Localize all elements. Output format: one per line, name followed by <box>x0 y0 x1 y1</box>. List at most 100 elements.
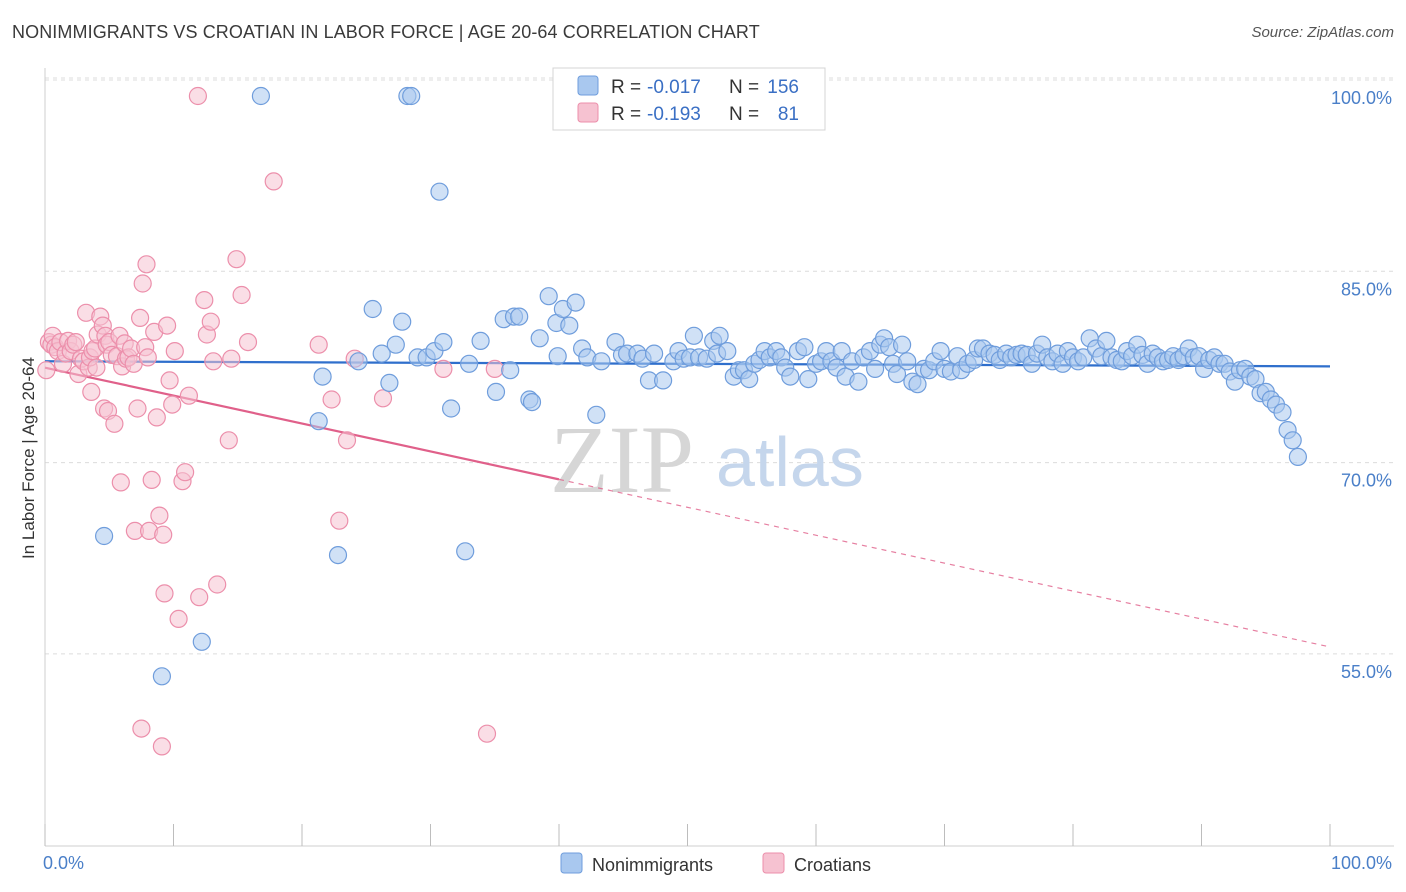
legend-n-label-2: N = <box>729 104 759 125</box>
legend-r-label-2: R = <box>611 104 641 125</box>
croatians-point <box>477 724 497 743</box>
croatians-point <box>238 333 258 352</box>
croatians-point <box>131 308 150 327</box>
nonimmigrants-point <box>363 299 382 319</box>
nonimmigrants-point <box>1273 403 1292 422</box>
nonimmigrants-point <box>501 361 520 380</box>
croatians-point <box>150 506 169 525</box>
nonimmigrants-point <box>386 335 405 354</box>
nonimmigrants-point <box>560 316 579 335</box>
nonimmigrants-point <box>849 372 868 391</box>
nonimmigrants-point <box>434 333 453 352</box>
legend-n-value-1: 156 <box>767 77 799 98</box>
croatians-point <box>222 349 241 368</box>
nonimmigrants-point <box>94 526 114 546</box>
croatians-point <box>337 431 357 450</box>
croatians-point <box>232 285 251 305</box>
croatians-point <box>204 352 223 371</box>
croatians-point <box>190 588 209 607</box>
nonimmigrants-point <box>530 329 549 348</box>
nonimmigrants-points <box>94 86 1308 686</box>
nonimmigrants-point <box>548 347 567 366</box>
nonimmigrants-point <box>1283 431 1302 450</box>
nonimmigrants-point <box>887 364 907 384</box>
nonimmigrants-point <box>522 393 542 412</box>
croatians-point <box>105 414 124 433</box>
bottom-legend-label-nonimmigrants: Nonimmigrants <box>592 855 713 875</box>
nonimmigrants-point <box>309 412 328 431</box>
nonimmigrants-point <box>471 331 490 350</box>
legend-swatch-blue <box>577 75 599 96</box>
chart-title: NONIMMIGRANTS VS CROATIAN IN LABOR FORCE… <box>12 22 760 42</box>
nonimmigrants-point <box>1074 348 1093 367</box>
croatians-point <box>87 358 106 377</box>
croatians-point <box>219 431 238 450</box>
nonimmigrants-point <box>684 326 704 345</box>
nonimmigrants-point <box>781 367 800 386</box>
nonimmigrants-point <box>402 86 421 106</box>
nonimmigrants-point <box>795 338 814 357</box>
croatians-point <box>176 463 195 482</box>
croatians-point <box>163 395 182 414</box>
croatians-point <box>155 584 174 603</box>
x-tick-marks <box>44 824 1331 846</box>
croatians-point <box>373 389 393 408</box>
nonimmigrants-point <box>349 352 368 371</box>
watermark: ZIP atlas <box>550 406 864 513</box>
nonimmigrants-point <box>908 375 927 394</box>
nonimmigrants-point <box>539 287 558 306</box>
nonimmigrants-point <box>718 342 737 361</box>
croatians-point <box>154 525 173 544</box>
croatians-point <box>434 359 453 378</box>
legend-n-value-2: 81 <box>778 104 799 125</box>
croatians-point <box>264 172 283 191</box>
croatians-point <box>165 342 184 361</box>
source-credit: Source: ZipAtlas.com <box>1251 24 1394 41</box>
nonimmigrants-point <box>587 405 606 424</box>
nonimmigrants-point <box>566 293 585 312</box>
croatians-point <box>132 719 151 738</box>
y-tick-label-1: 85.0% <box>1341 279 1392 299</box>
nonimmigrants-point <box>898 352 917 371</box>
nonimmigrants-point <box>152 667 171 686</box>
croatians-point <box>111 473 130 492</box>
y-tick-label-0: 100.0% <box>1331 88 1392 108</box>
croatians-point <box>128 399 147 418</box>
croatians-point <box>201 312 220 331</box>
stats-legend: R = -0.017 N = 156 R = -0.193 N = 81 <box>552 67 826 131</box>
nonimmigrants-point <box>710 326 729 345</box>
nonimmigrants-point <box>192 632 211 651</box>
nonimmigrants-point <box>372 344 391 363</box>
nonimmigrants-point <box>865 359 885 378</box>
croatians-point <box>160 371 179 390</box>
x-tick-label-right: 100.0% <box>1331 853 1392 873</box>
croatians-point <box>152 737 171 756</box>
watermark-atlas: atlas <box>716 423 864 501</box>
nonimmigrants-point <box>380 373 399 392</box>
y-tick-labels: 100.0% 85.0% 70.0% 55.0% <box>1331 88 1392 682</box>
nonimmigrants-point <box>430 182 449 201</box>
croatians-point <box>330 511 349 530</box>
nonimmigrants-point <box>393 312 412 331</box>
trend-line-croatians-solid <box>44 366 560 481</box>
croatians-point <box>66 333 85 352</box>
nonimmigrants-point <box>1097 331 1116 350</box>
croatians-point <box>309 335 328 354</box>
croatians-point <box>142 470 161 489</box>
watermark-zip: ZIP <box>550 406 694 513</box>
croatians-point <box>169 609 188 629</box>
croatians-point <box>195 291 214 310</box>
x-tick-label-left: 0.0% <box>43 853 84 873</box>
croatians-point <box>138 348 157 367</box>
nonimmigrants-point <box>592 352 611 371</box>
legend-r-value-1: -0.017 <box>647 77 701 98</box>
croatians-point <box>208 575 227 594</box>
croatians-point <box>485 359 504 378</box>
series-legend: Nonimmigrants Croatians <box>560 852 871 875</box>
nonimmigrants-point <box>1288 447 1308 466</box>
nonimmigrants-point <box>644 344 664 363</box>
nonimmigrants-point <box>251 86 270 106</box>
legend-r-value-2: -0.193 <box>647 104 701 125</box>
legend-n-label-1: N = <box>729 77 759 98</box>
